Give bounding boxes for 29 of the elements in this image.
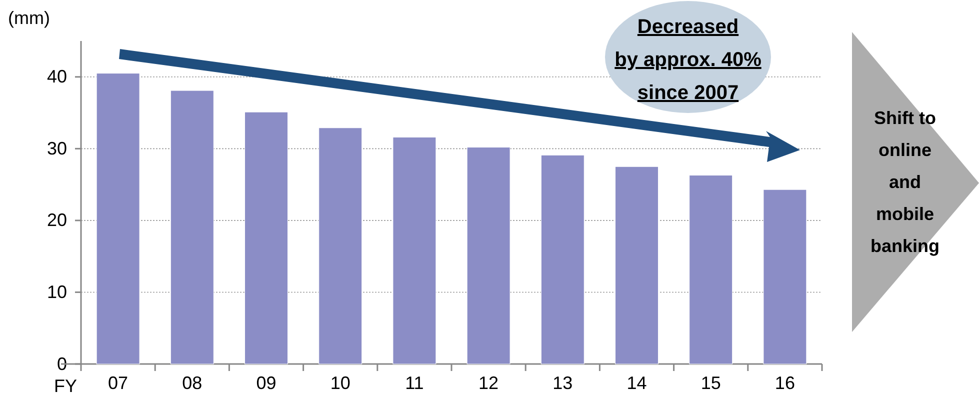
x-tick-label: 10 (330, 372, 350, 393)
y-axis-title: (mm) (8, 8, 50, 28)
bar (466, 146, 510, 364)
x-tick-label: 16 (774, 372, 795, 393)
bar (615, 166, 658, 364)
bar (96, 73, 140, 364)
bar (763, 189, 807, 364)
x-tick-label: 11 (405, 372, 424, 393)
bar (244, 112, 288, 364)
x-tick-label: 14 (626, 372, 647, 393)
bar (392, 136, 436, 364)
y-tick-label: 30 (46, 138, 67, 158)
y-tick-label: 10 (46, 282, 67, 302)
annotation: Decreased by approx. 40% since 2007 (614, 16, 762, 104)
x-tick-label: 08 (182, 372, 202, 393)
y-tick-label: 0 (56, 354, 67, 374)
bar (170, 90, 214, 364)
x-tick-label: 15 (700, 372, 721, 393)
y-tick-label: 20 (46, 210, 67, 230)
bar (318, 128, 362, 364)
bar (540, 154, 584, 364)
y-tick-label: 40 (46, 66, 67, 87)
x-tick-label: 09 (256, 372, 276, 393)
bar (689, 174, 733, 364)
text: Shift to online and mobile banking (870, 108, 940, 256)
x-tick-label: 07 (108, 372, 128, 393)
x-axis-title: FY (54, 376, 77, 396)
x-tick-label: 13 (552, 372, 573, 393)
x-tick-label: 12 (478, 372, 499, 393)
